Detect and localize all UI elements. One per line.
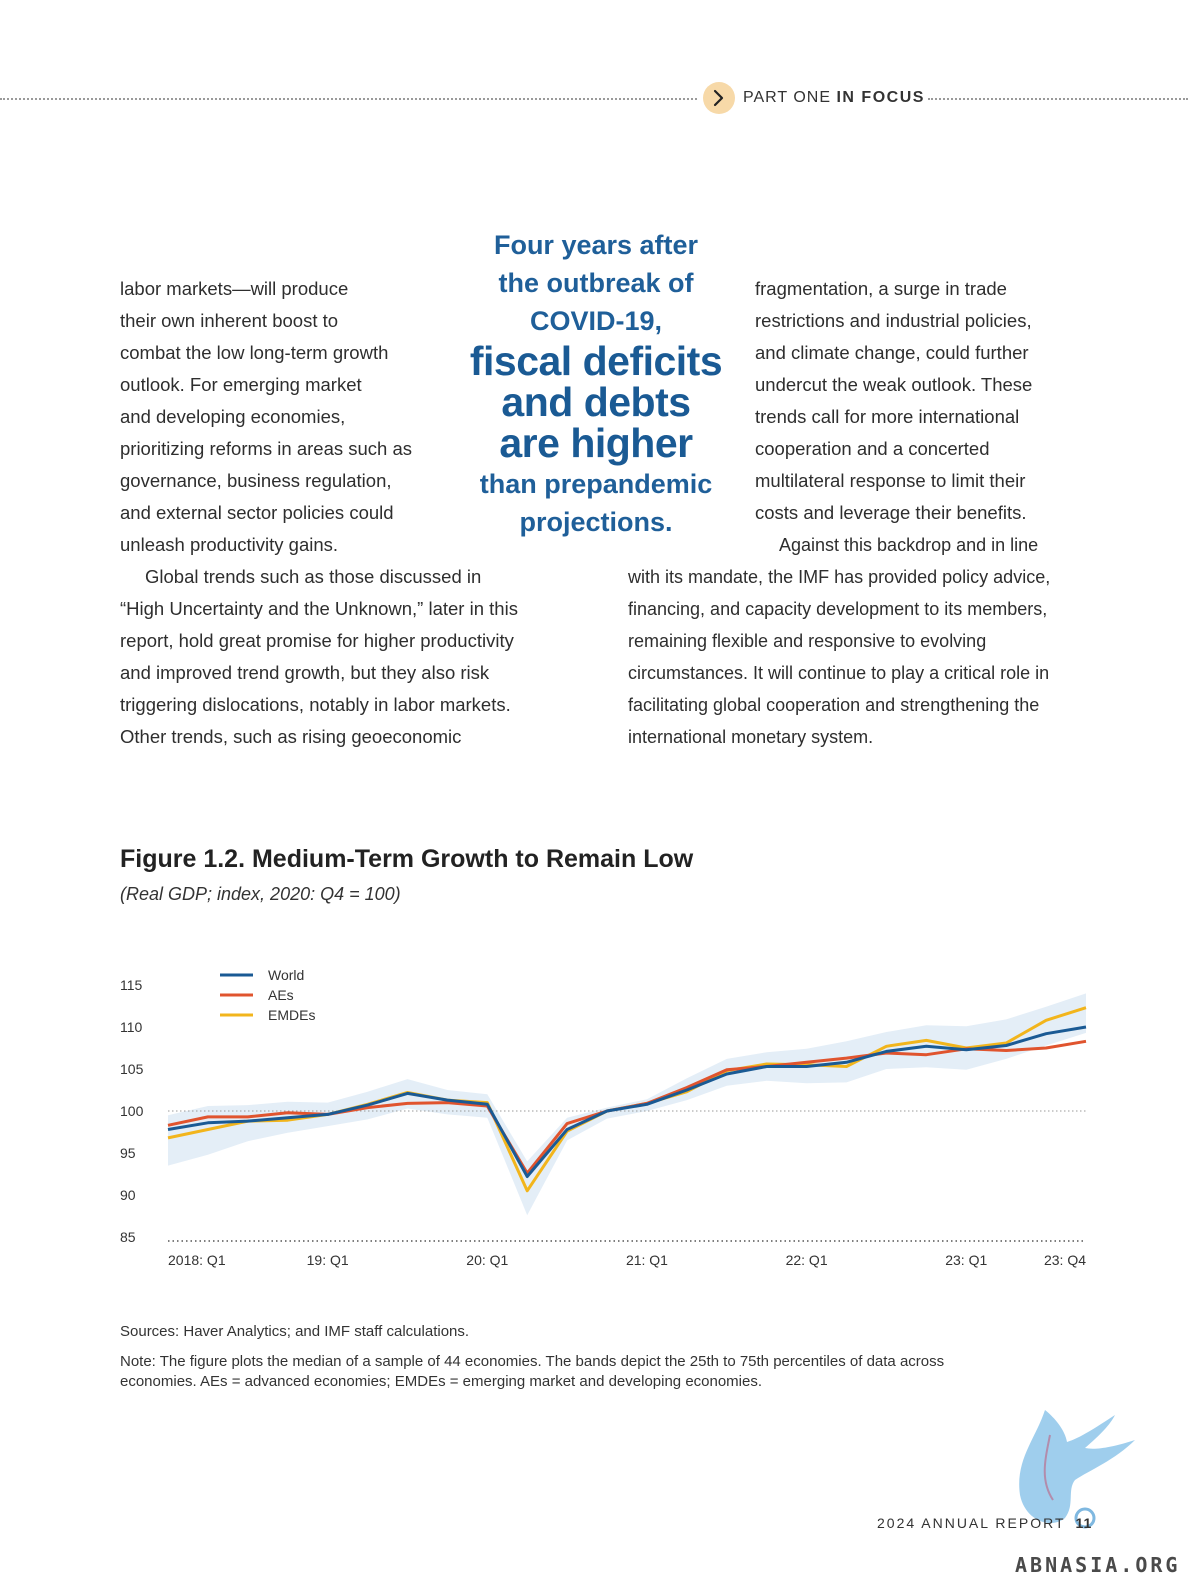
figure-sources: Sources: Haver Analytics; and IMF staff …: [120, 1323, 470, 1340]
text-line: remaining flexible and responsive to evo…: [628, 631, 987, 651]
legend-label: EMDEs: [268, 1007, 315, 1023]
text-line: undercut the weak outlook. These: [755, 374, 1033, 395]
text-line: costs and leverage their benefits.: [755, 502, 1027, 523]
y-tick-label: 95: [120, 1145, 136, 1161]
text-line: and external sector policies could: [120, 502, 394, 523]
pull-quote-emphasis: fiscal deficits: [469, 338, 723, 384]
text-line: governance, business regulation,: [120, 470, 392, 491]
pull-quote: Four years after the outbreak of COVID-1…: [455, 226, 737, 541]
text-line: fragmentation, a surge in trade: [755, 278, 1007, 299]
text-line: cooperation and a concerted: [755, 438, 990, 459]
right-column-paragraph: Against this backdrop and in line with i…: [628, 529, 1088, 753]
note-line: Note: The figure plots the median of a s…: [120, 1353, 945, 1370]
text-line: labor markets—will produce: [120, 278, 349, 299]
y-tick-label: 105: [120, 1061, 144, 1077]
pull-quote-line: projections.: [519, 507, 673, 537]
text-line: “High Uncertainty and the Unknown,” late…: [120, 598, 518, 619]
text-line: financing, and capacity development to i…: [628, 599, 1048, 619]
legend-label: World: [268, 967, 304, 983]
x-tick-label: 23: Q1: [945, 1252, 987, 1268]
pull-quote-emphasis: are higher: [499, 420, 693, 466]
text-line: with its mandate, the IMF has provided p…: [628, 567, 1051, 587]
text-line: restrictions and industrial policies,: [755, 310, 1032, 331]
page-footer: 2024 ANNUAL REPORT 11: [877, 1515, 1092, 1531]
figure-subtitle: (Real GDP; index, 2020: Q4 = 100): [120, 884, 401, 904]
part-label: PART ONE: [743, 89, 832, 106]
text-line: outlook. For emerging market: [120, 374, 362, 395]
header-rule-right: [928, 98, 1188, 100]
x-tick-label: 19: Q1: [307, 1252, 349, 1268]
y-tick-label: 90: [120, 1187, 136, 1203]
section-header: PART ONE IN FOCUS: [743, 89, 925, 107]
text-line: circumstances. It will continue to play …: [628, 663, 1050, 683]
text-line: unleash productivity gains.: [120, 534, 339, 555]
text-line: prioritizing reforms in areas such as: [120, 438, 412, 459]
text-line: trends call for more international: [755, 406, 1020, 427]
y-tick-label: 85: [120, 1229, 136, 1245]
pull-quote-line: COVID-19,: [529, 306, 663, 336]
pull-quote-line: Four years after: [493, 230, 699, 260]
series-line-world: [167, 1025, 1087, 1178]
header-rule-left: [0, 98, 697, 100]
y-tick-label: 115: [120, 977, 143, 993]
right-column-text: fragmentation, a surge in trade restrict…: [755, 273, 1085, 529]
note-line: economies. AEs = advanced economies; EMD…: [120, 1373, 763, 1390]
text-line: multilateral response to limit their: [755, 470, 1026, 491]
report-name: 2024 ANNUAL REPORT: [877, 1515, 1066, 1531]
watermark-text: ABNASIA.ORG: [1015, 1553, 1181, 1577]
text-line: their own inherent boost to: [120, 310, 339, 331]
text-line: international monetary system.: [628, 727, 874, 747]
y-tick-label: 100: [120, 1103, 144, 1119]
figure-note: Note: The figure plots the median of a s…: [120, 1352, 1070, 1392]
text-line: Other trends, such as rising geoeconomic: [120, 726, 462, 747]
text-line: triggering dislocations, notably in labo…: [120, 694, 511, 715]
text-line: Against this backdrop and in line: [779, 535, 1039, 555]
left-column-paragraph: Global trends such as those discussed in…: [120, 561, 580, 753]
chevron-right-icon: [703, 82, 735, 114]
figure-title: Figure 1.2. Medium-Term Growth to Remain…: [120, 845, 694, 873]
text-line: combat the low long-term growth: [120, 342, 389, 363]
legend-label: AEs: [268, 987, 294, 1003]
page-number: 11: [1075, 1515, 1093, 1531]
pull-quote-emphasis: and debts: [501, 379, 691, 425]
x-tick-label: 2018: Q1: [168, 1252, 226, 1268]
watermark-logo: [1019, 1410, 1135, 1529]
left-column-text: labor markets—will produce their own inh…: [120, 273, 450, 561]
x-tick-label: 22: Q1: [786, 1252, 828, 1268]
pull-quote-line: the outbreak of: [498, 268, 694, 298]
text-line: report, hold great promise for higher pr…: [120, 630, 514, 651]
text-line: Global trends such as those discussed in: [145, 566, 482, 587]
pull-quote-line: than prepandemic: [479, 469, 713, 499]
x-tick-label: 23: Q4: [1044, 1252, 1086, 1268]
y-tick-label: 110: [120, 1019, 143, 1035]
text-line: and improved trend growth, but they also…: [120, 662, 490, 683]
text-line: and climate change, could further: [755, 342, 1029, 363]
section-label: IN FOCUS: [836, 89, 925, 106]
text-line: and developing economies,: [120, 406, 346, 427]
line-chart: 85 90 95 100 105 110 115 2018: Q1 19: Q1 20: Q1 21…: [120, 967, 1087, 1268]
percentile-band: [168, 993, 1086, 1216]
x-tick-label: 21: Q1: [626, 1252, 668, 1268]
text-line: facilitating global cooperation and stre…: [628, 695, 1040, 715]
x-tick-label: 20: Q1: [466, 1252, 508, 1268]
